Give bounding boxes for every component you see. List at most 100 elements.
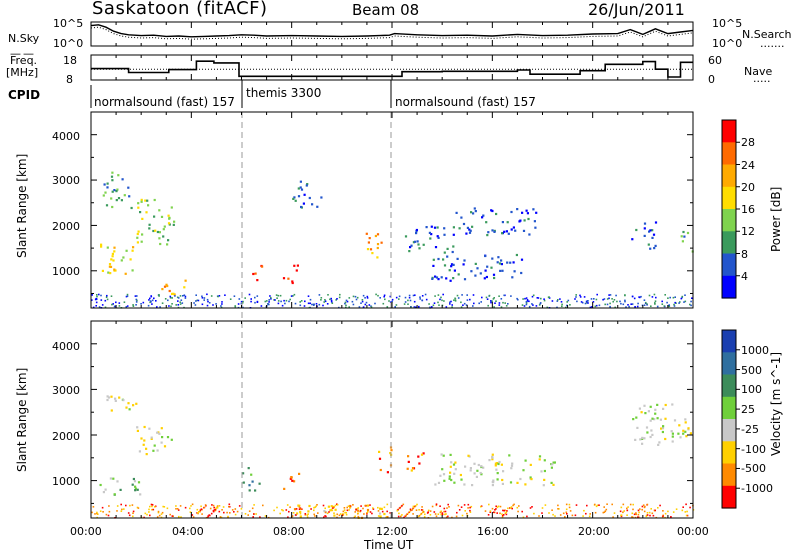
power-ground-cell-359 — [451, 306, 453, 308]
velocity-ground-cell-59 — [443, 510, 445, 513]
power-ground-cell-395 — [336, 298, 338, 300]
velocity-cell-138 — [524, 483, 527, 486]
power-cell-272 — [470, 211, 473, 214]
power-ground-cell-411 — [240, 302, 243, 305]
velocity-cell-226 — [641, 442, 644, 445]
power-ground-cell-202 — [158, 295, 160, 297]
power-ground-cell-488 — [408, 296, 411, 299]
power-ground-cell-250 — [673, 305, 676, 307]
velocity-ground-cell-12 — [686, 514, 689, 517]
velocity-ground-cell-362 — [641, 505, 644, 508]
velocity-ground-cell-388 — [238, 505, 241, 507]
power-ground-cell-3 — [207, 300, 209, 303]
velocity-ground-cell-311 — [306, 514, 309, 516]
velocity-ground-cell-436 — [107, 514, 110, 517]
power-ground-cell-361 — [592, 301, 595, 303]
velocity-ground-cell-75 — [132, 515, 134, 518]
power-cell-33 — [136, 236, 139, 239]
velocity-ground-cell-434 — [645, 515, 648, 518]
velocity-ground-cell-413 — [362, 507, 364, 510]
velocity-ground-cell-100 — [423, 516, 426, 518]
velocity-ground-cell-174 — [620, 514, 622, 517]
velocity-ground-cell-496 — [244, 513, 247, 515]
velocity-ground-cell-438 — [367, 511, 369, 513]
power-colorbar-swatch-4 — [722, 209, 736, 232]
power-cell-250 — [485, 221, 488, 224]
power-ground-cell-435 — [631, 295, 634, 298]
velocity-ground-cell-343 — [531, 506, 533, 508]
power-ground-cell-123 — [358, 306, 361, 308]
power-cell-42 — [137, 206, 140, 209]
power-cell-275 — [535, 211, 538, 214]
velocity-ground-cell-358 — [496, 512, 498, 514]
velocity-ground-cell-249 — [526, 515, 528, 518]
power-ground-cell-434 — [431, 306, 433, 308]
power-cell-145 — [452, 233, 455, 236]
power-ground-cell-264 — [344, 301, 347, 304]
power-ground-cell-415 — [495, 300, 497, 302]
power-cell-68 — [111, 190, 114, 193]
power-ground-cell-21 — [576, 300, 578, 303]
velocity-ground-cell-341 — [659, 504, 661, 507]
velocity-ground-cell-310 — [226, 511, 228, 514]
velocity-ground-cell-206 — [332, 507, 334, 509]
power-cell-20 — [108, 265, 111, 268]
power-ground-cell-310 — [264, 300, 267, 303]
velocity-cell-105 — [494, 464, 497, 467]
power-ground-cell-155 — [100, 294, 102, 297]
power-ground-cell-277 — [493, 306, 495, 308]
power-cell-241 — [510, 228, 513, 231]
velocity-colorbar-swatch-6 — [722, 463, 736, 487]
velocity-ground-cell-241 — [157, 510, 160, 513]
power-ground-cell-235 — [669, 296, 671, 299]
velocity-cell-214 — [661, 430, 664, 434]
power-cell-156 — [430, 233, 433, 236]
velocity-ground-cell-247 — [191, 514, 194, 516]
power-cell-120 — [300, 188, 304, 191]
power-cell-293 — [649, 247, 652, 250]
power-cell-230 — [516, 208, 519, 211]
power-ground-cell-116 — [344, 302, 346, 305]
power-ground-cell-245 — [640, 295, 642, 298]
power-ground-cell-313 — [277, 300, 280, 302]
velocity-ground-cell-58 — [313, 509, 315, 512]
power-ground-cell-378 — [197, 299, 200, 302]
power-ground-cell-280 — [494, 302, 496, 304]
power-ground-cell-56 — [586, 302, 588, 304]
power-ground-cell-223 — [440, 296, 442, 299]
power-ground-cell-464 — [184, 295, 187, 298]
velocity-ground-cell-129 — [285, 509, 288, 511]
velocity-ground-cell-439 — [670, 516, 672, 518]
velocity-ground-cell-191 — [199, 509, 202, 511]
velocity-cell-163 — [469, 467, 472, 470]
velocity-ground-cell-484 — [377, 515, 380, 517]
power-ground-cell-177 — [110, 295, 113, 297]
velocity-cell-52 — [132, 404, 135, 407]
power-cell-204 — [445, 277, 448, 280]
velocity-ground-cell-119 — [496, 506, 499, 509]
power-ground-cell-213 — [95, 298, 98, 300]
velocity-ground-cell-391 — [400, 515, 402, 518]
velocity-ground-cell-102 — [415, 509, 418, 511]
velocity-ground-cell-130 — [116, 510, 118, 512]
power-ground-cell-220 — [201, 295, 203, 298]
xtick-4: 16:00 — [477, 525, 509, 538]
velocity-cell-204 — [383, 512, 386, 516]
velocity-ground-cell-467 — [365, 504, 367, 507]
velocity-ground-cell-217 — [123, 508, 125, 510]
velocity-cell-238 — [661, 427, 665, 430]
velocity-cell-150 — [496, 478, 499, 481]
power-ground-cell-145 — [681, 296, 683, 299]
velocity-heatmap — [91, 395, 695, 519]
velocity-cell-176 — [550, 466, 553, 469]
velocity-ground-cell-375 — [131, 504, 134, 506]
nave-line-symbol: ····· — [753, 75, 771, 88]
power-cell-59 — [140, 240, 143, 243]
velocity-cell-3 — [136, 488, 139, 491]
freq-line — [91, 60, 693, 78]
velocity-ground-cell-270 — [491, 507, 494, 510]
power-ground-cell-247 — [95, 301, 98, 304]
velocity-ground-cell-103 — [585, 512, 587, 515]
velocity-cell-90 — [410, 469, 413, 472]
power-ground-cell-312 — [525, 301, 528, 303]
